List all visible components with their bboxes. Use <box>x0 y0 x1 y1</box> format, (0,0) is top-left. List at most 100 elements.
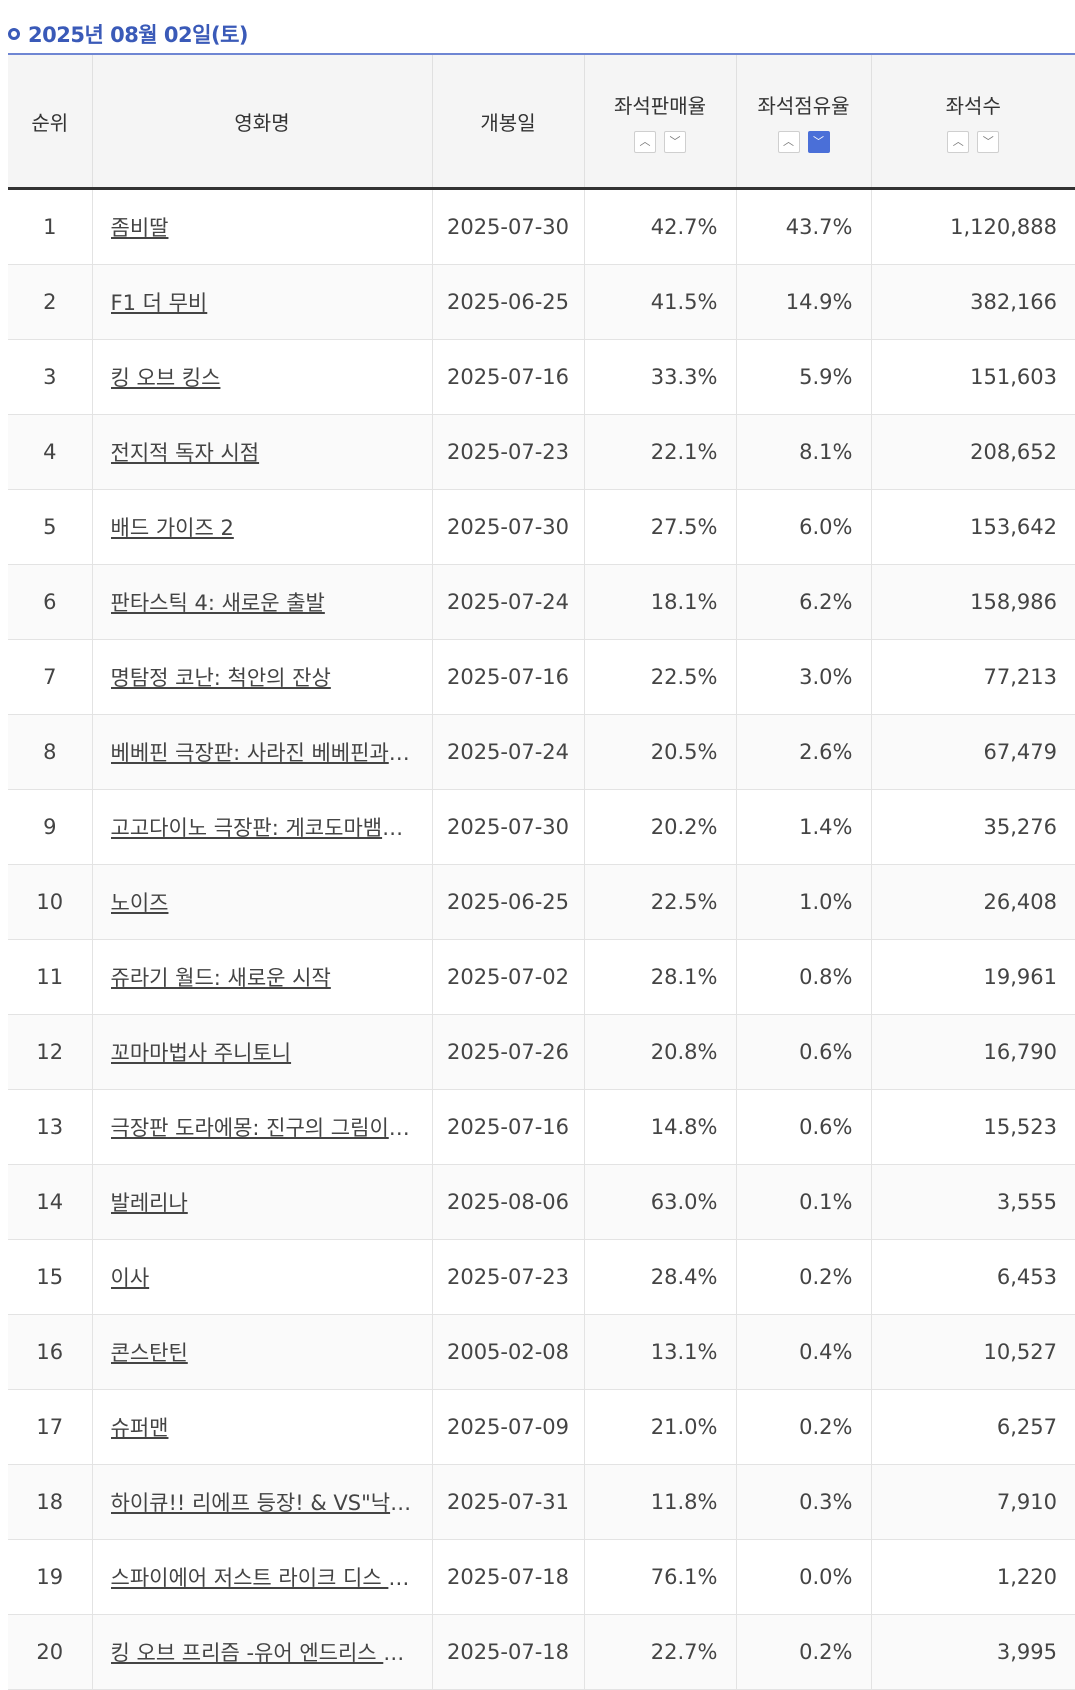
chevron-down-icon[interactable]: ﹀ <box>977 130 1000 153</box>
release-date-cell: 2025-07-02 <box>431 939 584 1015</box>
release-date-cell: 2025-07-16 <box>431 1089 584 1165</box>
seats-cell: 153,642 <box>870 489 1075 565</box>
movie-title-link[interactable]: F1 더 무비 <box>110 291 208 315</box>
title-cell: 노이즈 <box>91 864 432 940</box>
share-rate-cell: 0.6% <box>735 1014 871 1090</box>
seats-cell: 1,220 <box>870 1539 1075 1615</box>
title-cell: 좀비딸 <box>91 188 432 265</box>
table-row: 12 꼬마마법사 주니토니 2025-07-26 20.8% 0.6% 16,790 <box>8 1014 1075 1090</box>
title-cell: 전지적 독자 시점 <box>91 414 432 490</box>
release-date-cell: 2025-07-23 <box>431 414 584 490</box>
movie-title-link[interactable]: 배드 가이즈 2 <box>110 516 234 540</box>
col-release: 개봉일 <box>431 55 584 190</box>
movie-title-link[interactable]: 극장판 도라에몽: 진구의 그림이야기 <box>110 1116 414 1140</box>
sales-rate-cell: 18.1% <box>583 564 736 640</box>
seats-cell: 67,479 <box>870 714 1075 790</box>
seats-cell: 3,995 <box>870 1614 1075 1690</box>
seats-cell: 35,276 <box>870 789 1075 865</box>
movie-title-link[interactable]: 고고다이노 극장판: 게코도마뱀의 꿈 <box>110 816 414 840</box>
chevron-up-icon[interactable]: ︿ <box>777 130 800 153</box>
chevron-up-icon[interactable]: ︿ <box>634 130 656 153</box>
sales-rate-cell: 22.5% <box>583 864 736 940</box>
release-date-cell: 2025-07-30 <box>431 489 584 565</box>
movie-title-link[interactable]: 명탐정 코난: 척안의 잔상 <box>110 666 331 690</box>
movie-title-link[interactable]: 킹 오브 프리즘 -유어 엔드리스 콜-… <box>110 1641 414 1665</box>
sales-rate-cell: 20.8% <box>583 1014 736 1090</box>
table-row: 5 배드 가이즈 2 2025-07-30 27.5% 6.0% 153,642 <box>8 489 1075 565</box>
table-row: 4 전지적 독자 시점 2025-07-23 22.1% 8.1% 208,652 <box>8 414 1075 490</box>
rank-cell: 1 <box>8 188 92 265</box>
sales-rate-cell: 21.0% <box>583 1389 736 1465</box>
movie-title-link[interactable]: 스파이에어 저스트 라이크 디스 2… <box>110 1566 414 1590</box>
movie-title-link[interactable]: 발레리나 <box>110 1191 188 1215</box>
movie-title-link[interactable]: 노이즈 <box>110 891 169 915</box>
rank-cell: 3 <box>8 339 92 415</box>
seats-cell: 6,453 <box>870 1239 1075 1315</box>
share-rate-cell: 3.0% <box>735 639 871 715</box>
sales-rate-cell: 63.0% <box>583 1164 736 1240</box>
movie-title-link[interactable]: 킹 오브 킹스 <box>110 366 221 390</box>
movie-title-link[interactable]: 꼬마마법사 주니토니 <box>110 1041 292 1065</box>
table-row: 11 쥬라기 월드: 새로운 시작 2025-07-02 28.1% 0.8% 19,96… <box>8 939 1075 1015</box>
chevron-down-icon[interactable]: ﹀ <box>807 130 830 153</box>
table-row: 10 노이즈 2025-06-25 22.5% 1.0% 26,408 <box>8 864 1075 940</box>
rank-cell: 15 <box>8 1239 92 1315</box>
chevron-up-icon[interactable]: ︿ <box>947 130 970 153</box>
title-cell: 극장판 도라에몽: 진구의 그림이야기 <box>91 1089 432 1165</box>
sales-rate-cell: 20.5% <box>583 714 736 790</box>
seats-cell: 3,555 <box>870 1164 1075 1240</box>
share-rate-cell: 0.8% <box>735 939 871 1015</box>
rank-cell: 11 <box>8 939 92 1015</box>
share-rate-cell: 43.7% <box>735 188 871 265</box>
share-rate-cell: 5.9% <box>735 339 871 415</box>
rank-cell: 10 <box>8 864 92 940</box>
movie-title-link[interactable]: 전지적 독자 시점 <box>110 441 260 465</box>
release-date-cell: 2025-07-16 <box>431 639 584 715</box>
movie-title-link[interactable]: 좀비딸 <box>110 216 169 240</box>
rank-cell: 7 <box>8 639 92 715</box>
share-rate-cell: 0.2% <box>735 1614 871 1690</box>
movie-title-link[interactable]: 판타스틱 4: 새로운 출발 <box>110 591 325 615</box>
table-row: 18 하이큐!! 리에프 등장! & VS"낙제… 2025-07-31 11.8% 0… <box>8 1464 1075 1540</box>
rank-cell: 5 <box>8 489 92 565</box>
sales-rate-cell: 11.8% <box>583 1464 736 1540</box>
sales-rate-cell: 33.3% <box>583 339 736 415</box>
sales-rate-cell: 28.1% <box>583 939 736 1015</box>
sales-rate-cell: 14.8% <box>583 1089 736 1165</box>
table-row: 6 판타스틱 4: 새로운 출발 2025-07-24 18.1% 6.2% 158,98… <box>8 564 1075 640</box>
seats-cell: 208,652 <box>870 414 1075 490</box>
movie-title-link[interactable]: 콘스탄틴 <box>110 1341 188 1365</box>
release-date-cell: 2025-07-16 <box>431 339 584 415</box>
seats-cell: 1,120,888 <box>870 188 1075 265</box>
sales-rate-cell: 20.2% <box>583 789 736 865</box>
title-cell: 꼬마마법사 주니토니 <box>91 1014 432 1090</box>
table-row: 16 콘스탄틴 2005-02-08 13.1% 0.4% 10,527 <box>8 1314 1075 1390</box>
share-rate-cell: 1.4% <box>735 789 871 865</box>
title-cell: F1 더 무비 <box>91 264 432 340</box>
date-title: 2025년 08월 02일(토) <box>28 23 249 47</box>
col-share-rate: 좌석점유율 ︿ ﹀ <box>735 55 871 190</box>
movie-title-link[interactable]: 베베핀 극장판: 사라진 베베핀과 … <box>110 741 414 765</box>
seats-cell: 382,166 <box>870 264 1075 340</box>
title-cell: 콘스탄틴 <box>91 1314 432 1390</box>
movie-title-link[interactable]: 슈퍼맨 <box>110 1416 169 1440</box>
rank-cell: 16 <box>8 1314 92 1390</box>
seats-cell: 151,603 <box>870 339 1075 415</box>
release-date-cell: 2025-07-18 <box>431 1614 584 1690</box>
rank-cell: 9 <box>8 789 92 865</box>
sales-rate-cell: 22.5% <box>583 639 736 715</box>
chevron-down-icon[interactable]: ﹀ <box>664 130 686 153</box>
seats-cell: 15,523 <box>870 1089 1075 1165</box>
title-cell: 하이큐!! 리에프 등장! & VS"낙제… <box>91 1464 432 1540</box>
share-rate-cell: 0.6% <box>735 1089 871 1165</box>
rank-cell: 2 <box>8 264 92 340</box>
movie-title-link[interactable]: 이사 <box>110 1266 150 1290</box>
movie-title-link[interactable]: 하이큐!! 리에프 등장! & VS"낙제… <box>110 1491 414 1515</box>
col-title: 영화명 <box>91 55 432 190</box>
share-rate-cell: 0.1% <box>735 1164 871 1240</box>
release-date-cell: 2025-06-25 <box>431 264 584 340</box>
title-cell: 고고다이노 극장판: 게코도마뱀의 꿈 <box>91 789 432 865</box>
share-rate-cell: 6.0% <box>735 489 871 565</box>
sales-rate-cell: 41.5% <box>583 264 736 340</box>
movie-title-link[interactable]: 쥬라기 월드: 새로운 시작 <box>110 966 331 990</box>
